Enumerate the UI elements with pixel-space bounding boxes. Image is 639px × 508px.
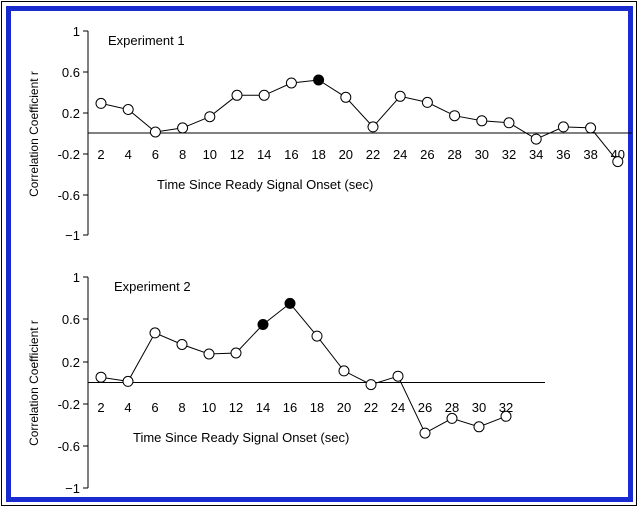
y-axis-label: Correlation Coefficient r [27,71,41,197]
y-tick-label: 1 [73,24,80,39]
y-tick-label: 0.2 [62,355,80,370]
x-tick-label: 8 [178,400,185,415]
x-tick-label: 22 [364,400,378,415]
data-point [203,348,215,360]
data-point [419,427,431,439]
data-point [231,89,243,101]
x-tick-label: 32 [499,400,513,415]
series-line [100,302,507,434]
x-tick-label: 26 [420,147,434,162]
data-point [285,77,297,89]
x-tick-label: 28 [445,400,459,415]
y-axis-label: Correlation Coefficient r [27,320,41,446]
x-tick-label: 18 [311,147,325,162]
x-tick-label: 6 [152,147,159,162]
x-tick-label: 30 [472,400,486,415]
chart-title: Experiment 1 [108,33,185,48]
data-point [149,327,161,339]
x-tick-label: 30 [475,147,489,162]
x-tick-label: 24 [391,400,405,415]
data-point [367,121,379,133]
data-point [95,97,107,109]
data-point [394,90,406,102]
data-point [176,339,188,350]
chart-marks: 10.60.2-0.2-0.6−12 4 6 8 10 12 14 16 18 20 22 24 26 2… [58,24,632,243]
x-tick-label: 6 [151,400,158,415]
x-tick-label: 22 [366,147,380,162]
data-point-filled [257,319,269,330]
data-point [122,104,134,115]
data-point [230,347,242,359]
x-tick-label: 24 [393,147,407,162]
y-tick-label: -0.2 [58,397,80,412]
x-tick-label: 10 [202,400,216,415]
x-tick-label: 38 [583,147,597,162]
y-tick-label: −1 [65,228,80,243]
x-tick-label: 16 [284,147,298,162]
data-point [340,91,352,103]
data-point [338,365,350,377]
x-tick-label: 2 [97,400,104,415]
x-tick-label: 10 [203,147,217,162]
data-point [446,412,458,424]
data-point [473,421,485,433]
x-tick-label: 20 [339,147,353,162]
chart-marks: 10.60.2-0.2-0.6−12 4 6 8 10 12 14 16 18 20 22 24 26 2… [58,270,545,496]
data-point [311,330,323,342]
x-tick-label: 18 [310,400,324,415]
data-point [476,115,488,127]
x-tick-label: 16 [283,400,297,415]
data-point [421,96,433,108]
data-point [449,110,461,122]
chart-experiment-1: Experiment 1 Correlation Coefficient r T… [27,24,632,243]
x-tick-label: 32 [502,147,516,162]
x-tick-label: 12 [229,400,243,415]
data-point-filled [284,297,296,309]
x-tick-label: 34 [529,147,543,162]
x-tick-label: 20 [337,400,351,415]
y-tick-label: -0.6 [58,439,80,454]
y-tick-label: -0.2 [58,147,80,162]
data-point [503,117,515,129]
x-axis-label: Time Since Ready Signal Onset (sec) [157,177,373,192]
x-tick-label: 4 [125,147,132,162]
x-tick-label: 14 [256,400,270,415]
x-tick-label: 36 [556,147,570,162]
y-tick-label: 0.6 [62,65,80,80]
y-tick-label: -0.6 [58,188,80,203]
x-axis-label: Time Since Ready Signal Onset (sec) [133,430,349,445]
y-tick-label: 0.6 [62,312,80,327]
x-tick-label: 4 [124,400,131,415]
data-point [557,121,569,133]
data-point [612,156,624,168]
data-point [204,111,216,123]
x-tick-label: 14 [257,147,271,162]
data-point [530,133,542,145]
data-point [122,375,134,387]
x-tick-label: 28 [447,147,461,162]
x-tick-label: 2 [97,147,104,162]
y-tick-label: −1 [65,481,80,496]
blue-border [6,6,633,502]
chart-experiment-2: Experiment 2 Correlation Coefficient r T… [27,270,545,496]
y-tick-label: 1 [73,270,80,285]
data-point [149,126,161,138]
x-tick-label: 12 [230,147,244,162]
y-tick-label: 0.2 [62,106,80,121]
data-point-filled [313,74,325,86]
data-point [365,379,377,391]
data-point [177,122,189,134]
data-point [585,122,597,134]
x-tick-label: 26 [418,400,432,415]
chart-title: Experiment 2 [114,279,191,294]
data-point [258,89,270,101]
data-point [95,371,107,383]
data-point [392,370,404,382]
data-point [500,410,512,422]
x-tick-label: 8 [179,147,186,162]
